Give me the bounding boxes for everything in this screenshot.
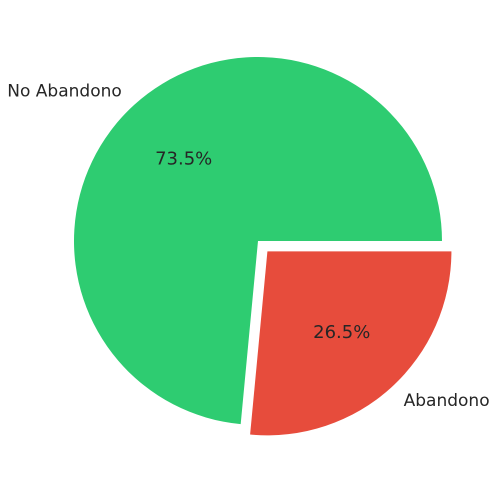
pie-slice-no-abandono <box>74 56 443 425</box>
pie-slices <box>74 56 452 436</box>
pie-labels: 73.5% No Abandono 26.5% Abandono <box>7 81 489 411</box>
pie-category-label: Abandono <box>404 391 490 411</box>
pie-percent-label: 26.5% <box>313 322 370 343</box>
pie-percent-label: 73.5% <box>155 148 212 169</box>
pie-slice-abandono <box>250 251 452 436</box>
pie-category-label: No Abandono <box>7 81 122 101</box>
